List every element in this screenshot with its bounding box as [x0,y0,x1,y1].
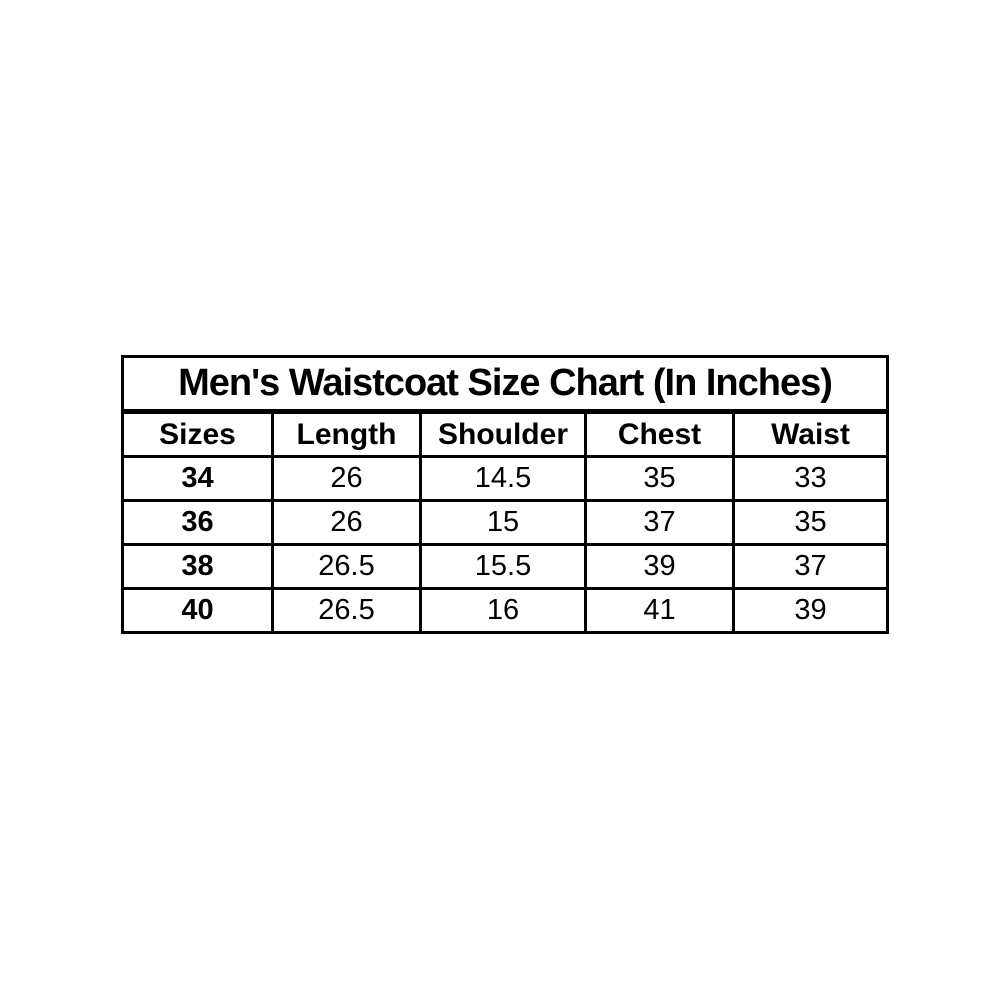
title-row: Men's Waistcoat Size Chart (In Inches) [120,355,890,414]
cell-waist: 33 [731,455,890,502]
cell-size: 34 [121,455,274,502]
cell-chest: 35 [584,455,735,502]
cell-size: 38 [121,543,274,590]
cell-length: 26.5 [271,587,422,634]
cell-chest: 39 [584,543,735,590]
cell-waist: 39 [731,587,890,634]
size-chart-table: Men's Waistcoat Size Chart (In Inches) S… [120,355,890,634]
table-row-size-38: 38 26.5 15.5 39 37 [121,543,890,590]
table-row-size-40: 40 26.5 16 41 39 [121,587,890,634]
column-header-shoulder: Shoulder [419,410,587,458]
cell-shoulder: 15.5 [419,543,587,590]
cell-shoulder: 15 [419,499,587,546]
size-chart-container: Men's Waistcoat Size Chart (In Inches) S… [120,355,890,634]
cell-chest: 37 [584,499,735,546]
cell-shoulder: 14.5 [419,455,587,502]
table-row-size-36: 36 26 15 37 35 [121,499,890,546]
chart-title: Men's Waistcoat Size Chart (In Inches) [120,355,890,414]
cell-waist: 37 [731,543,890,590]
column-header-waist: Waist [731,410,890,458]
cell-shoulder: 16 [419,587,587,634]
table-row-size-34: 34 26 14.5 35 33 [121,455,890,502]
column-header-length: Length [271,410,422,458]
cell-size: 40 [121,587,274,634]
column-header-chest: Chest [584,410,735,458]
cell-waist: 35 [731,499,890,546]
column-header-sizes: Sizes [121,410,274,458]
cell-size: 36 [121,499,274,546]
cell-length: 26 [271,455,422,502]
header-row: Sizes Length Shoulder Chest Waist [121,410,890,458]
cell-length: 26 [271,499,422,546]
cell-chest: 41 [584,587,735,634]
cell-length: 26.5 [271,543,422,590]
